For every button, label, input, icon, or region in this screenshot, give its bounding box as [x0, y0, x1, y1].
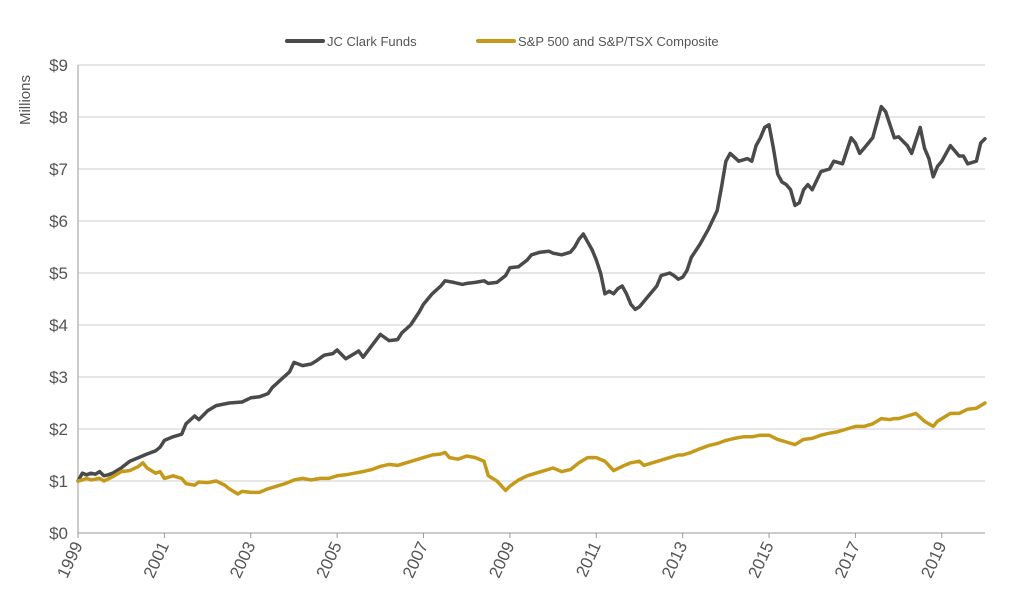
x-tick-label: 2005 — [313, 539, 346, 581]
y-tick-label: $1 — [49, 472, 68, 491]
y-axis-label: Millions — [17, 75, 34, 125]
y-tick-label: $6 — [49, 212, 68, 231]
x-tick-label: 2013 — [658, 539, 691, 581]
x-axis-ticks: 1999 2001 2003 2005 2007 2009 2011 2013 2015 2017… — [53, 533, 950, 581]
y-tick-label: $3 — [49, 368, 68, 387]
x-tick-label: 2019 — [917, 539, 950, 581]
legend: JC Clark Funds S&P 500 and S&P/TSX Compos… — [285, 34, 719, 49]
y-tick-label: $4 — [49, 316, 68, 335]
x-tick-label: 2001 — [140, 539, 173, 581]
y-axis-ticks: $0 $1 $2 $3 $4 $5 $6 $7 $8 $9 — [49, 56, 68, 543]
x-tick-label: 2011 — [572, 539, 605, 580]
x-tick-label: 2015 — [744, 539, 777, 581]
y-tick-label: $5 — [49, 264, 68, 283]
y-tick-label: $8 — [49, 108, 68, 127]
y-tick-label: $7 — [49, 160, 68, 179]
series-group — [76, 104, 987, 496]
y-tick-label: $9 — [49, 56, 68, 75]
y-tick-label: $2 — [49, 420, 68, 439]
y-tick-label: $0 — [49, 524, 68, 543]
x-tick-label: 2007 — [399, 539, 432, 581]
legend-label: JC Clark Funds — [327, 34, 417, 49]
x-tick-label: 2003 — [226, 539, 259, 581]
grid-lines — [77, 64, 985, 534]
legend-label: S&P 500 and S&P/TSX Composite — [518, 34, 719, 49]
x-tick-label: 2017 — [831, 539, 864, 581]
series-line-sp-composite — [76, 401, 987, 496]
x-tick-label: 2009 — [485, 539, 518, 581]
x-tick-label: 1999 — [53, 539, 86, 581]
series-line-jc-clark — [76, 104, 987, 483]
